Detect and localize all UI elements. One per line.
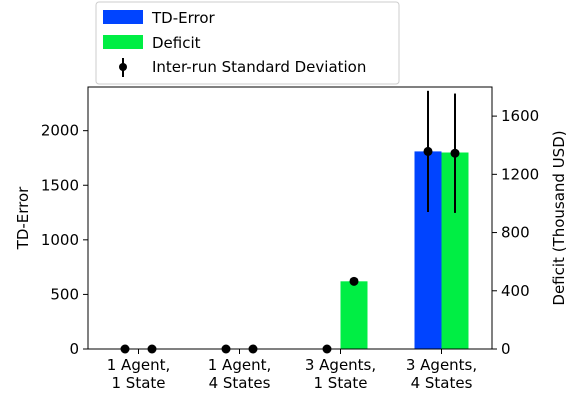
legend-errorbar-marker [119,63,127,71]
x-tick-label-line: 1 Agent, [107,356,170,374]
x-tick-label-0: 1 Agent, 1 State [107,356,170,392]
right-tick-label-0: 0 [501,340,511,358]
mean-point-deficit-3 [450,148,460,158]
right-y-axis: 0 400 800 1200 1600 [492,107,539,358]
x-tick-label-line: 3 Agents, [406,356,477,374]
chart-marks [120,90,469,354]
left-tick-label-1: 500 [50,285,79,303]
left-tick-label-0: 0 [69,340,79,358]
x-tick-label-1: 1 Agent, 4 States [208,356,271,392]
legend: TD-Error Deficit Inter-run Standard Devi… [95,1,400,85]
right-axis-label: Deficit (Thousand USD) [550,130,568,305]
x-tick-label-line: 4 States [209,374,271,392]
legend-swatch-deficit [103,35,143,49]
left-axis-label: TD-Error [14,186,32,251]
legend-frame [95,1,400,85]
mean-point-deficit-2 [349,276,359,286]
legend-label-deficit: Deficit [152,34,201,52]
left-tick-label-3: 1500 [41,176,79,194]
right-tick-label-4: 1600 [501,107,539,125]
x-tick-label-2: 3 Agents, 1 State [305,356,376,392]
legend-label-td-error: TD-Error [151,9,216,27]
legend-swatch-td-error [103,10,143,24]
right-tick-label-2: 800 [501,224,530,242]
x-tick-label-line: 1 State [111,374,165,392]
right-tick-label-3: 1200 [501,165,539,183]
plot-frame [87,86,493,350]
left-y-axis: 0 500 1000 1500 2000 [41,122,88,358]
bar-deficit-2 [340,281,368,349]
left-tick-label-2: 1000 [41,231,79,249]
x-tick-label-3: 3 Agents, 4 States [406,356,477,392]
mean-point-td-error-3 [423,146,433,156]
x-tick-label-line: 3 Agents, [305,356,376,374]
legend-label-errorbar: Inter-run Standard Deviation [152,58,366,76]
x-tick-label-line: 4 States [411,374,473,392]
right-tick-label-1: 400 [501,282,530,300]
left-tick-label-4: 2000 [41,122,79,140]
x-tick-label-line: 1 Agent, [208,356,271,374]
x-tick-label-line: 1 State [313,374,367,392]
